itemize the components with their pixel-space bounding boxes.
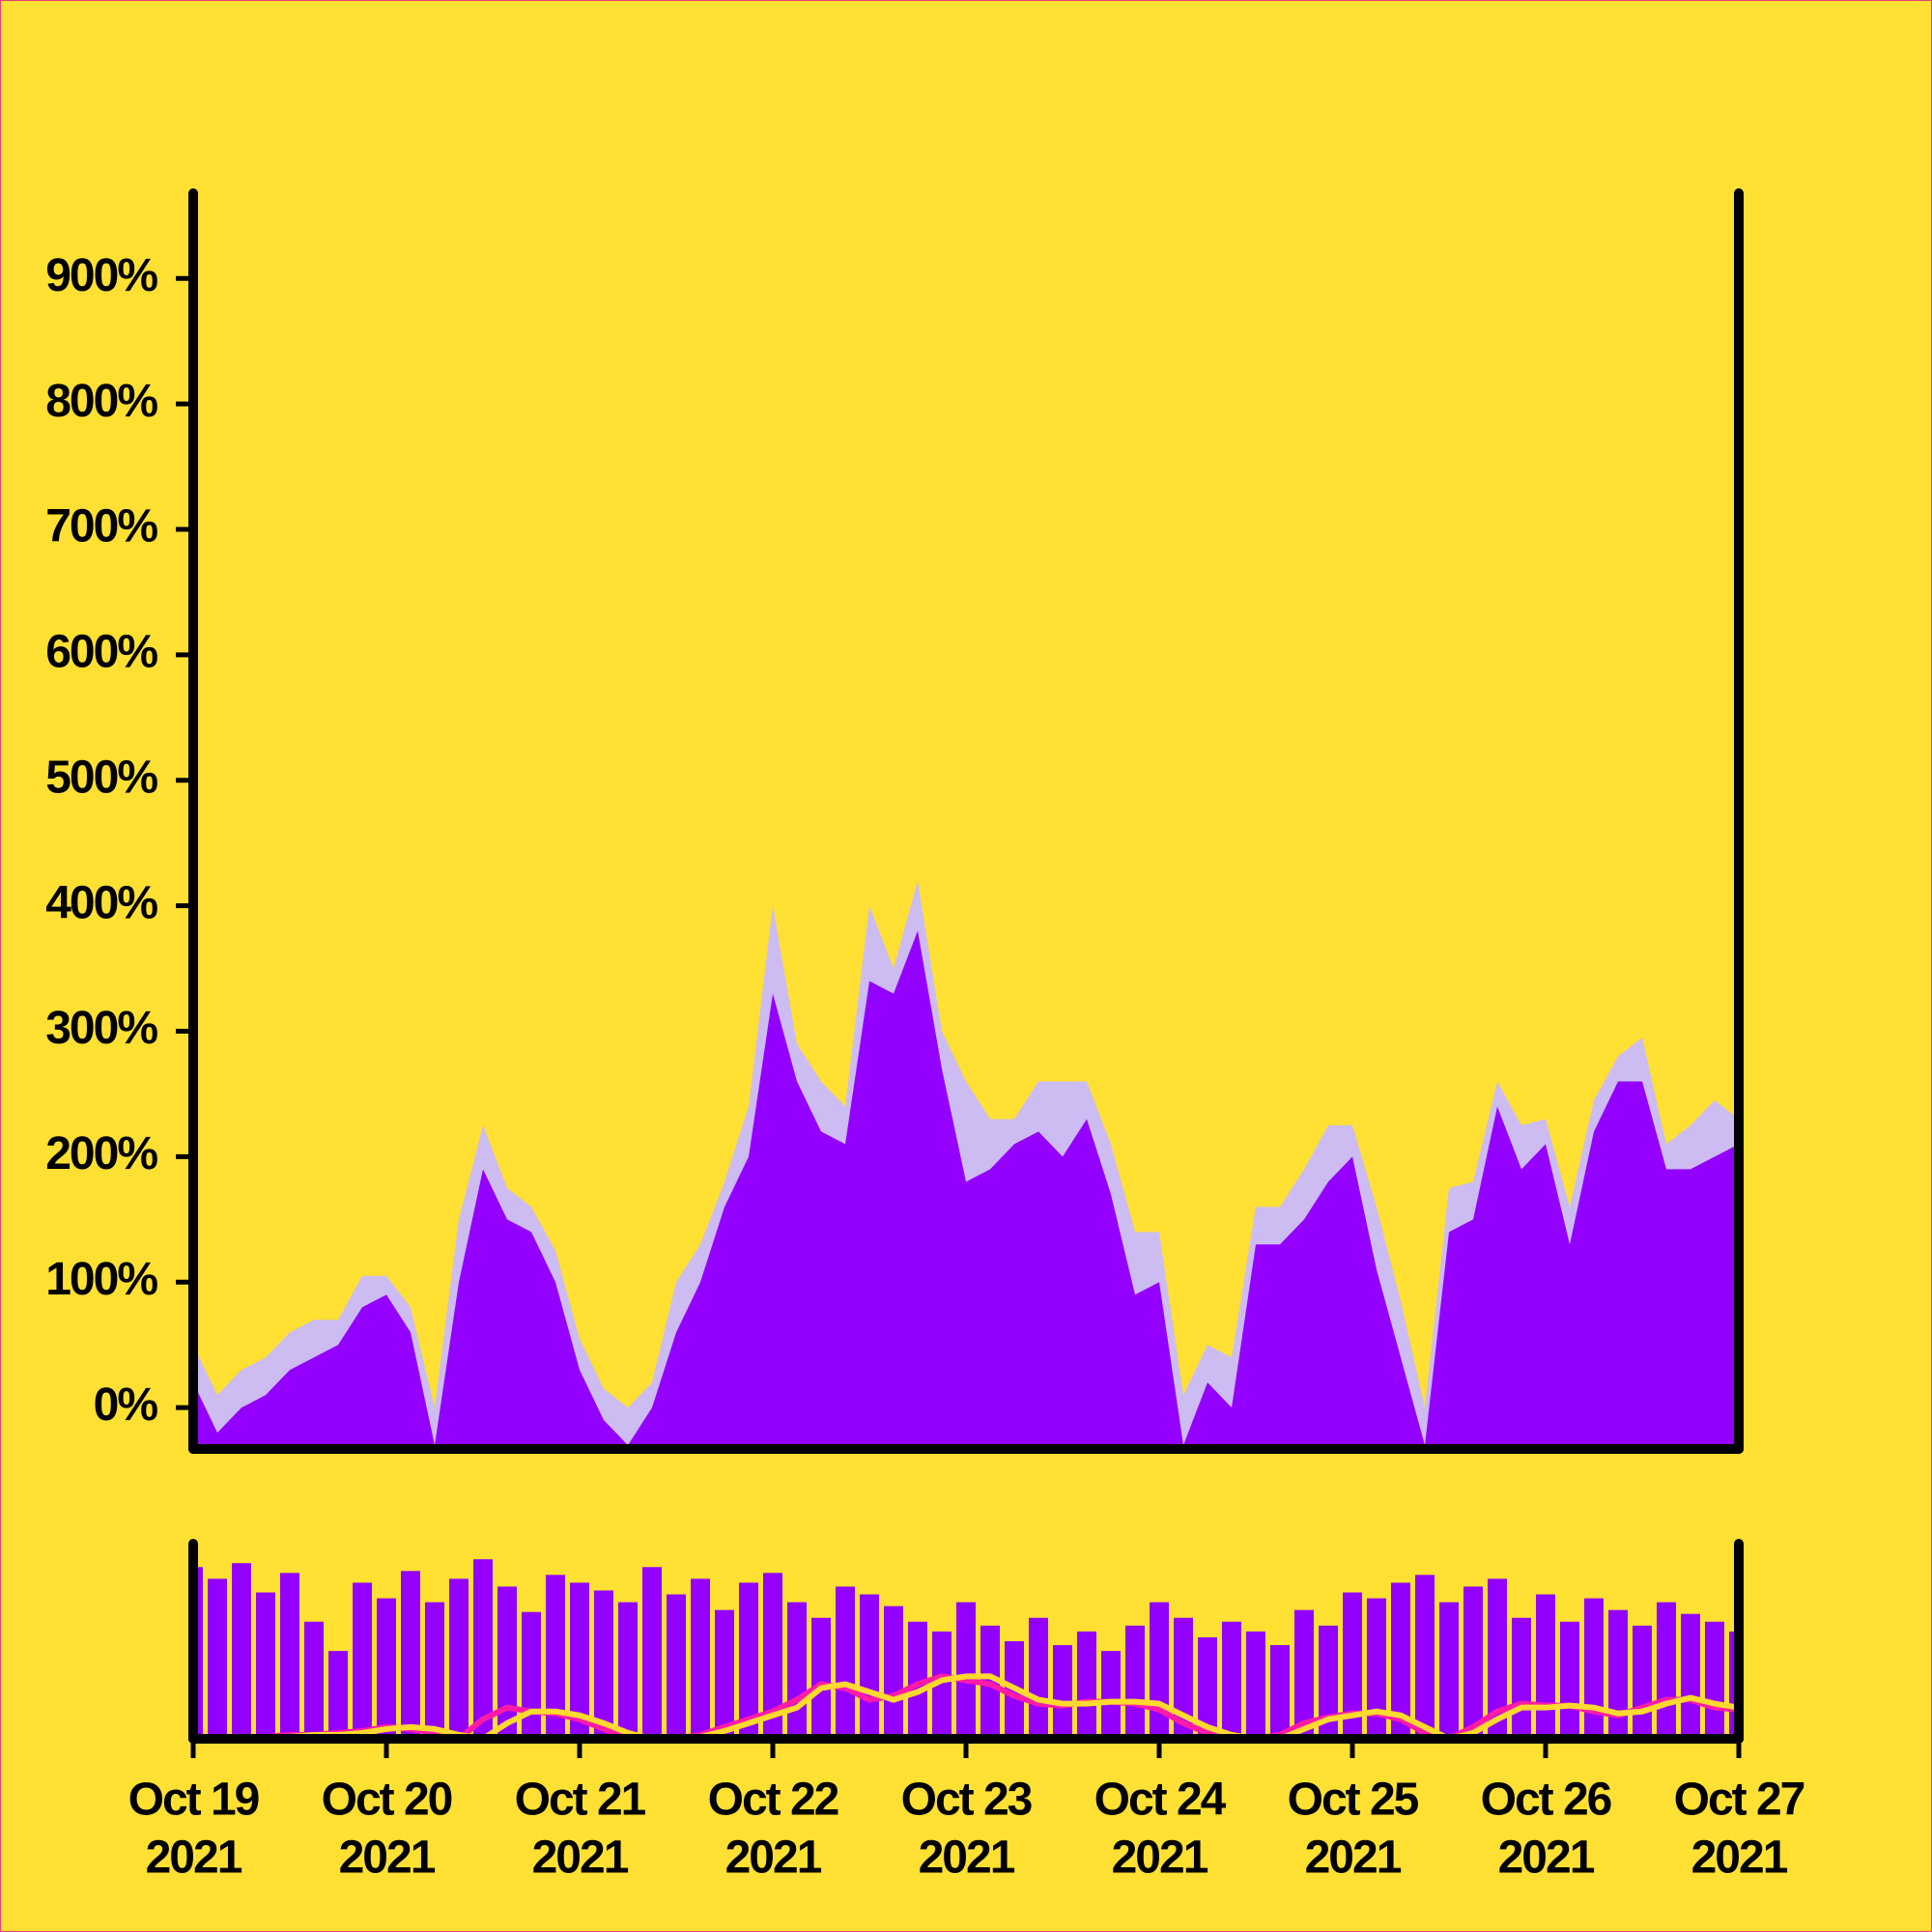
x-tick-label: Oct 26	[1481, 1775, 1611, 1826]
x-tick-label: 2021	[725, 1833, 822, 1884]
y-tick-label: 500%	[45, 752, 157, 803]
volume-bar	[1536, 1594, 1555, 1739]
volume-bar	[642, 1567, 662, 1739]
y-tick-label: 700%	[45, 501, 157, 553]
y-tick-label: 300%	[45, 1003, 157, 1054]
x-tick-label: Oct 23	[901, 1775, 1032, 1826]
volume-bar	[1246, 1631, 1265, 1739]
volume-bar	[1512, 1617, 1531, 1739]
volume-bar	[739, 1582, 758, 1739]
volume-bar	[425, 1602, 444, 1739]
volume-bar	[1125, 1625, 1145, 1739]
volume-bar	[1608, 1609, 1628, 1739]
volume-bar	[449, 1578, 469, 1739]
volume-bar	[956, 1602, 976, 1739]
volume-bar	[353, 1582, 372, 1739]
y-tick-label: 600%	[45, 627, 157, 678]
x-tick-label: Oct 21	[515, 1775, 646, 1826]
x-tick-label: 2021	[146, 1833, 242, 1884]
volume-bar	[1222, 1621, 1241, 1739]
volume-bar	[1439, 1602, 1459, 1739]
volume-bar	[1391, 1582, 1410, 1739]
y-tick-label: 200%	[45, 1128, 157, 1179]
volume-bar	[1270, 1645, 1290, 1739]
volume-bar	[1150, 1602, 1169, 1739]
x-tick-label: 2021	[1498, 1833, 1595, 1884]
x-tick-label: 2021	[339, 1833, 436, 1884]
volume-bar	[377, 1598, 396, 1739]
volume-bar	[304, 1621, 324, 1739]
volume-bar	[546, 1575, 565, 1739]
volume-bar	[328, 1651, 348, 1739]
volume-bar	[1077, 1631, 1096, 1739]
volume-bar	[401, 1571, 420, 1739]
x-tick-label: 2021	[1691, 1833, 1788, 1884]
volume-bar	[1560, 1621, 1579, 1739]
volume-bar	[1029, 1617, 1048, 1739]
volume-bar	[836, 1586, 855, 1739]
x-tick-label: Oct 24	[1094, 1775, 1227, 1826]
volume-bar	[497, 1586, 517, 1739]
volume-bar	[1705, 1621, 1724, 1739]
volume-bar	[232, 1563, 251, 1739]
y-tick-label: 900%	[45, 250, 157, 301]
volume-bar	[908, 1621, 927, 1739]
y-tick-label: 800%	[45, 376, 157, 427]
line	[193, 1673, 1739, 1739]
volume-bar	[763, 1573, 782, 1739]
main-plot	[193, 880, 1739, 1449]
axes: 0% 100% 200% 300% 400% 500% 600% 700% 800% 900% Oc…	[45, 188, 1806, 1884]
volume-plot	[193, 1559, 1739, 1739]
volume-bar	[1174, 1617, 1193, 1739]
volume-bar	[884, 1605, 903, 1739]
x-tick-label: 2021	[532, 1833, 629, 1884]
volume-bar	[1415, 1575, 1435, 1739]
volume-bar	[1101, 1651, 1121, 1739]
y-tick-label: 100%	[45, 1254, 157, 1305]
volume-bar	[570, 1582, 589, 1739]
volume-bar	[256, 1592, 275, 1739]
volume-bar	[1657, 1602, 1676, 1739]
volume-bar	[1198, 1636, 1217, 1739]
x-tick-label: Oct 27	[1674, 1775, 1804, 1826]
area	[193, 930, 1739, 1449]
volume-bar	[1367, 1598, 1386, 1739]
volume-bar	[1488, 1578, 1507, 1739]
volume-bar	[522, 1611, 541, 1739]
x-tick-label: 2021	[1305, 1833, 1402, 1884]
volume-bar	[1584, 1598, 1604, 1739]
volume-bar	[594, 1590, 613, 1739]
x-tick-label: Oct 22	[708, 1775, 838, 1826]
volume-bar	[1294, 1609, 1314, 1739]
x-tick-label: Oct 25	[1288, 1775, 1419, 1826]
volume-bar	[860, 1594, 879, 1739]
volume-bar	[1053, 1645, 1072, 1739]
x-tick-label: 2021	[1112, 1833, 1208, 1884]
volume-bar	[618, 1602, 638, 1739]
x-tick-label: Oct 20	[322, 1775, 452, 1826]
volume-bar	[715, 1609, 734, 1739]
volume-bar	[932, 1631, 952, 1739]
volume-bar	[473, 1559, 493, 1739]
volume-bar	[1463, 1586, 1483, 1739]
volume-bar	[1343, 1592, 1362, 1739]
y-tick-label: 400%	[45, 877, 157, 928]
volume-bar	[208, 1578, 227, 1739]
volume-bar	[811, 1617, 831, 1739]
x-tick-label: Oct 19	[128, 1775, 259, 1826]
volume-bar	[1681, 1613, 1700, 1739]
volume-bar	[1633, 1625, 1652, 1739]
volume-bar	[691, 1578, 710, 1739]
x-tick-label: 2021	[919, 1833, 1015, 1884]
volume-bar	[787, 1602, 807, 1739]
volume-bar	[1319, 1625, 1338, 1739]
volume-bar	[280, 1573, 299, 1739]
volume-bar	[667, 1594, 686, 1739]
y-tick-label: 0%	[94, 1379, 158, 1431]
